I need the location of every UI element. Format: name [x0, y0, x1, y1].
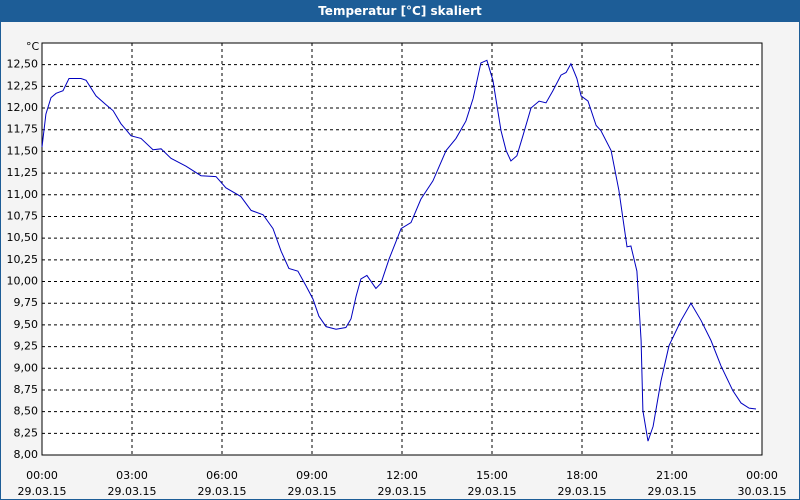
y-tick-label: 12,00 [7, 101, 39, 114]
y-tick-label: 10,00 [7, 275, 39, 288]
y-tick-label: 12,25 [7, 79, 39, 92]
x-tick-date: 30.03.15 [738, 485, 787, 498]
y-tick-label: 8,00 [14, 448, 39, 461]
x-tick-label: 00:00 [26, 469, 58, 482]
x-tick-date: 29.03.15 [558, 485, 607, 498]
y-tick-label: 11,00 [7, 188, 39, 201]
y-tick-label: 12,50 [7, 58, 39, 71]
x-tick-label: 12:00 [386, 469, 418, 482]
x-tick-label: 09:00 [296, 469, 328, 482]
plot-border [41, 42, 763, 456]
temperature-line [41, 59, 757, 442]
x-tick-label: 18:00 [566, 469, 598, 482]
x-tick-label: 03:00 [116, 469, 148, 482]
y-tick-label: 11,50 [7, 144, 39, 157]
x-tick-date: 29.03.15 [108, 485, 157, 498]
y-tick-label: 10,75 [7, 209, 39, 222]
x-tick-date: 29.03.15 [468, 485, 517, 498]
x-tick-label: 15:00 [476, 469, 508, 482]
y-unit: °C [26, 40, 40, 53]
x-tick-date: 29.03.15 [198, 485, 247, 498]
x-tick-date: 29.03.15 [288, 485, 337, 498]
y-tick-label: 8,50 [14, 405, 39, 418]
y-tick-label: 10,50 [7, 231, 39, 244]
y-tick-label: 11,25 [7, 166, 39, 179]
y-tick-label: 9,50 [14, 318, 39, 331]
y-tick-label: 8,75 [14, 383, 39, 396]
y-tick-label: 9,75 [14, 296, 39, 309]
x-tick-label: 00:00 [746, 469, 778, 482]
title-bar: Temperatur [°C] skaliert [1, 1, 799, 22]
x-tick-label: 21:00 [656, 469, 688, 482]
y-tick-label: 10,25 [7, 253, 39, 266]
x-tick-label: 06:00 [206, 469, 238, 482]
x-tick-date: 29.03.15 [378, 485, 427, 498]
y-tick-label: 9,00 [14, 361, 39, 374]
y-tick-label: 9,25 [14, 340, 39, 353]
y-tick-label: 11,75 [7, 123, 39, 136]
x-tick-date: 29.03.15 [648, 485, 697, 498]
y-tick-label: 8,25 [14, 426, 39, 439]
x-tick-date: 29.03.15 [18, 485, 67, 498]
